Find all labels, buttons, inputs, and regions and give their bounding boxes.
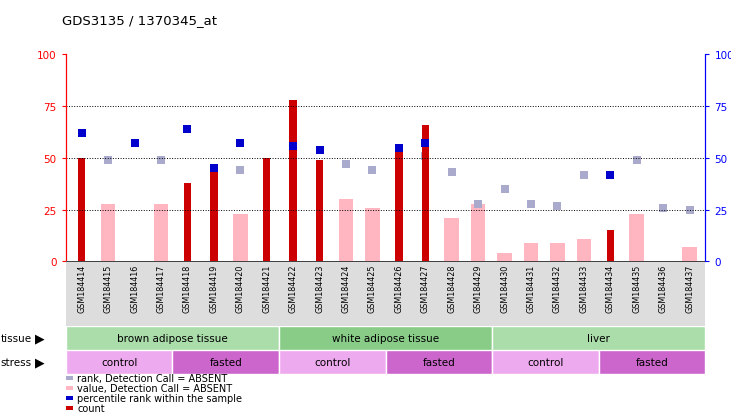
Bar [316, 161, 323, 262]
Text: GSM184416: GSM184416 [130, 264, 139, 312]
Text: value, Detection Call = ABSENT: value, Detection Call = ABSENT [77, 383, 232, 393]
Text: GSM184433: GSM184433 [580, 264, 588, 312]
Bar [338, 200, 353, 262]
Bar [173, 350, 279, 374]
Bar [66, 350, 173, 374]
Bar [599, 350, 705, 374]
Text: GSM184431: GSM184431 [526, 264, 536, 312]
Bar [78, 159, 86, 262]
Bar [422, 126, 429, 262]
Text: ▶: ▶ [35, 355, 45, 368]
Text: GSM184424: GSM184424 [341, 264, 350, 312]
Text: fasted: fasted [209, 357, 242, 367]
Bar [492, 326, 705, 350]
Text: tissue: tissue [1, 333, 32, 343]
Bar [577, 239, 591, 262]
Text: brown adipose tissue: brown adipose tissue [117, 333, 228, 343]
Text: liver: liver [588, 333, 610, 343]
Text: GSM184427: GSM184427 [421, 264, 430, 312]
Text: ▶: ▶ [35, 331, 45, 344]
Bar [629, 214, 644, 262]
Bar [444, 218, 459, 262]
Text: rank, Detection Call = ABSENT: rank, Detection Call = ABSENT [77, 373, 228, 383]
Text: GSM184426: GSM184426 [394, 264, 404, 312]
Text: GSM184428: GSM184428 [447, 264, 456, 312]
Bar [497, 254, 512, 262]
Text: count: count [77, 403, 105, 413]
Bar [365, 208, 379, 262]
Text: GSM184422: GSM184422 [289, 264, 298, 312]
Bar [101, 204, 115, 262]
Text: stress: stress [1, 357, 32, 367]
Bar [279, 350, 386, 374]
Text: control: control [527, 357, 564, 367]
Bar [263, 159, 270, 262]
Text: GSM184415: GSM184415 [104, 264, 113, 312]
Bar [471, 204, 485, 262]
Bar [233, 214, 248, 262]
Text: GSM184434: GSM184434 [606, 264, 615, 312]
Text: GSM184430: GSM184430 [500, 264, 509, 312]
Text: percentile rank within the sample: percentile rank within the sample [77, 393, 243, 403]
Text: fasted: fasted [423, 357, 455, 367]
Bar [395, 146, 403, 262]
Bar [210, 165, 218, 262]
Bar [682, 247, 697, 262]
Text: GDS3135 / 1370345_at: GDS3135 / 1370345_at [62, 14, 217, 27]
Text: control: control [101, 357, 137, 367]
Text: white adipose tissue: white adipose tissue [332, 333, 439, 343]
Bar [492, 350, 599, 374]
Bar [279, 326, 492, 350]
Text: GSM184425: GSM184425 [368, 264, 377, 312]
Text: GSM184420: GSM184420 [235, 264, 245, 312]
Bar [523, 243, 538, 262]
Text: GSM184429: GSM184429 [474, 264, 482, 312]
Bar [154, 204, 168, 262]
Text: GSM184421: GSM184421 [262, 264, 271, 312]
Bar [550, 243, 564, 262]
Bar [289, 101, 297, 262]
Text: GSM184437: GSM184437 [685, 264, 694, 312]
Text: GSM184432: GSM184432 [553, 264, 562, 312]
Text: fasted: fasted [636, 357, 668, 367]
Text: GSM184417: GSM184417 [156, 264, 165, 312]
Text: GSM184418: GSM184418 [183, 264, 192, 312]
Text: GSM184423: GSM184423 [315, 264, 324, 312]
Text: GSM184435: GSM184435 [632, 264, 641, 312]
Text: GSM184436: GSM184436 [659, 264, 667, 312]
Bar [66, 326, 279, 350]
Bar [183, 183, 191, 262]
Text: GSM184419: GSM184419 [209, 264, 219, 312]
Bar [386, 350, 492, 374]
Bar [607, 231, 614, 262]
Text: control: control [314, 357, 350, 367]
Text: GSM184414: GSM184414 [77, 264, 86, 312]
